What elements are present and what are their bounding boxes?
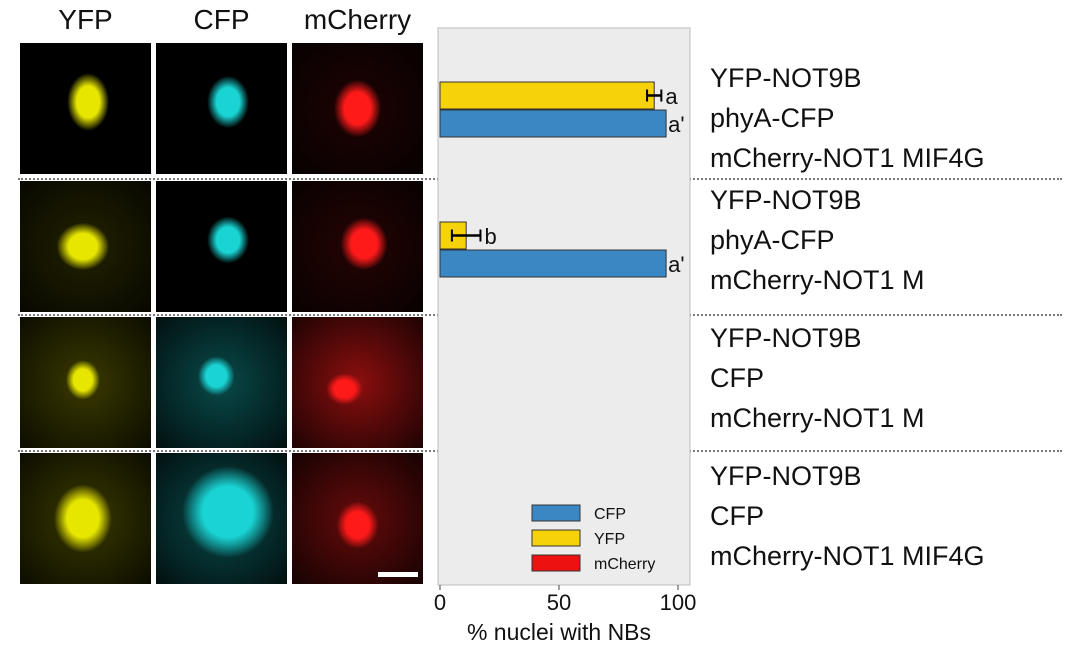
row-label-line: mCherry-NOT1 MIF4G bbox=[710, 143, 985, 173]
row-label-line: mCherry-NOT1 MIF4G bbox=[710, 541, 985, 571]
cfp-significance-label: a' bbox=[668, 252, 684, 277]
x-tick-label: 0 bbox=[434, 590, 446, 615]
cfp-bar bbox=[439, 249, 667, 278]
yfp-panel-row-4 bbox=[20, 453, 151, 584]
row-label-line: CFP bbox=[710, 363, 764, 393]
row-label-line: phyA-CFP bbox=[710, 225, 835, 255]
yfp-panel-row-3 bbox=[20, 317, 151, 448]
row-label-line: mCherry-NOT1 M bbox=[710, 403, 925, 433]
row-label-line: phyA-CFP bbox=[710, 103, 835, 133]
row-label-line: CFP bbox=[710, 501, 764, 531]
mcherry-panel-row-1 bbox=[292, 43, 423, 174]
cfp-significance-label: a' bbox=[668, 112, 684, 137]
yfp-panel-row-2 bbox=[20, 181, 151, 312]
row-label-4: YFP-NOT9B CFP mCherry-NOT1 MIF4G bbox=[710, 456, 985, 576]
yfp-bar bbox=[439, 81, 655, 110]
yfp-significance-label: b bbox=[484, 224, 496, 249]
row-label-line: YFP-NOT9B bbox=[710, 63, 862, 93]
yfp-significance-label: a bbox=[665, 84, 678, 109]
legend-swatch bbox=[531, 529, 581, 547]
mcherry-panel-row-2 bbox=[292, 181, 423, 312]
row-label-1: YFP-NOT9B phyA-CFP mCherry-NOT1 MIF4G bbox=[710, 58, 985, 178]
x-tick-label: 50 bbox=[547, 590, 571, 615]
column-header-cfp: CFP bbox=[193, 4, 250, 35]
cfp-panel-row-3 bbox=[156, 317, 287, 448]
mcherry-panel-row-3 bbox=[292, 317, 423, 448]
cfp-bar bbox=[439, 109, 667, 138]
scale-bar bbox=[378, 572, 418, 577]
row-label-3: YFP-NOT9B CFP mCherry-NOT1 M bbox=[710, 318, 925, 438]
row-label-line: YFP-NOT9B bbox=[710, 461, 862, 491]
column-header-yfp: YFP bbox=[58, 4, 113, 35]
x-tick-label: 100 bbox=[660, 590, 697, 615]
yfp-panel-row-1 bbox=[20, 43, 151, 174]
cfp-panel-row-2 bbox=[156, 181, 287, 312]
legend-label: YFP bbox=[594, 531, 625, 548]
row-label-line: YFP-NOT9B bbox=[710, 323, 862, 353]
legend-label: CFP bbox=[594, 506, 626, 523]
legend-swatch bbox=[531, 554, 581, 572]
row-label-line: mCherry-NOT1 M bbox=[710, 265, 925, 295]
cfp-panel-row-1 bbox=[156, 43, 287, 174]
cfp-panel-row-4 bbox=[156, 453, 287, 584]
column-header-mcherry: mCherry bbox=[303, 4, 412, 35]
row-label-line: YFP-NOT9B bbox=[710, 185, 862, 215]
x-axis-label: % nuclei with NBs bbox=[467, 619, 651, 645]
legend-swatch bbox=[531, 504, 581, 522]
legend-label: mCherry bbox=[594, 556, 655, 573]
row-label-2: YFP-NOT9B phyA-CFP mCherry-NOT1 M bbox=[710, 180, 925, 300]
mcherry-panel-row-4 bbox=[292, 453, 423, 584]
